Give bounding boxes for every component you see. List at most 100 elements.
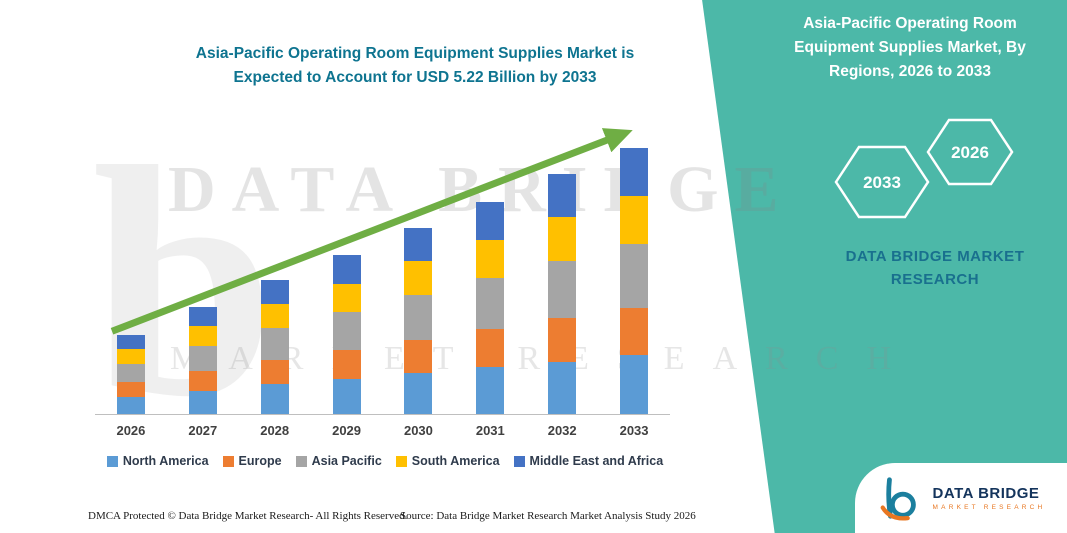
bar-segment [404,294,433,340]
bar-segment [548,174,577,218]
bar-segment [116,363,145,383]
databridge-logo-card: DATA BRIDGE MARKET RESEARCH [855,463,1067,533]
stacked-bar-2029 [332,255,361,414]
bar-segment [548,217,577,261]
databridge-logo-icon [880,477,916,521]
bar-segment [476,201,505,240]
legend-label: South America [411,454,500,468]
bar-segment [260,384,289,414]
hexagon-2033-outline [834,145,930,219]
bar-slot [454,120,526,414]
bar-slot [239,120,311,414]
bar-segment [548,260,577,319]
bar-segment [188,390,217,414]
bar-segment [476,328,505,368]
stacked-bar-2028 [260,280,289,414]
stacked-bar-2026 [116,334,145,414]
bar-segment [332,378,361,414]
bar-segment [620,355,649,414]
bar-slot [95,120,167,414]
side-panel-brand-text: DATA BRIDGE MARKET RESEARCH [845,248,1025,288]
bar-segment [116,334,145,350]
bar-slot [311,120,383,414]
bar-segment [404,261,433,295]
bar-segment [260,280,289,305]
x-axis-labels: 2026 2027 2028 2029 2030 2031 2032 2033 [95,423,670,438]
legend-item: Europe [222,454,282,468]
legend-swatch-icon [106,455,118,467]
x-axis-label: 2032 [547,423,577,438]
x-axis-label: 2026 [116,423,146,438]
x-axis-label: 2029 [332,423,362,438]
bar-slot [598,120,670,414]
bar-segment [404,227,433,262]
bar-segment [260,360,289,385]
legend-swatch-icon [295,455,307,467]
x-axis-label: 2030 [403,423,433,438]
stacked-bar-2027 [188,306,217,414]
legend-label: Asia Pacific [311,454,382,468]
bar-segment [620,307,649,356]
legend-item: Middle East and Africa [513,454,664,468]
bar-segment [332,350,361,379]
bar-segment [620,243,649,308]
hexagon-2026-outline [926,118,1014,186]
bar-segment [332,255,361,284]
x-axis-label: 2028 [260,423,290,438]
bars-row [95,120,670,414]
bar-segment [260,304,289,329]
bar-segment [548,318,577,362]
chart-title: Asia-Pacific Operating Room Equipment Su… [120,42,710,90]
chart-legend: North America Europe Asia Pacific South Ame… [75,454,695,468]
chart-title-line2: Expected to Account for USD 5.22 Billion… [233,69,597,87]
bar-slot [167,120,239,414]
footer-source-text: Source: Data Bridge Market Research Mark… [400,510,696,522]
bar-segment [620,148,649,196]
bar-segment [188,306,217,327]
footer-dmca-text: DMCA Protected © Data Bridge Market Rese… [88,510,408,522]
x-axis-label: 2027 [188,423,218,438]
bar-segment [404,373,433,414]
bar-segment [548,361,577,414]
x-axis-label: 2033 [619,423,649,438]
hexagon-2033-label: 2033 [863,173,901,192]
stacked-bar-2033 [620,148,649,414]
bar-segment [404,339,433,374]
bar-segment [116,382,145,397]
hexagon-2026-label: 2026 [951,143,989,162]
stacked-bar-2031 [476,201,505,414]
logo-subtitle: MARKET RESEARCH [932,504,1046,511]
legend-item: Asia Pacific [295,454,382,468]
logo-name: DATA BRIDGE [932,485,1040,502]
legend-item: North America [106,454,209,468]
bar-segment [116,349,145,364]
legend-label: North America [122,454,209,468]
legend-swatch-icon [395,455,407,467]
bar-segment [332,312,361,351]
bar-slot [383,120,455,414]
bar-segment [476,367,505,414]
stacked-bar-2032 [548,174,577,414]
legend-label: Middle East and Africa [529,454,664,468]
side-panel-title: Asia-Pacific Operating Room Equipment Su… [794,15,1026,81]
bar-segment [188,371,217,391]
year-hexagons: 2033 2026 [834,118,1014,219]
bar-segment [188,326,217,346]
bar-segment [332,283,361,313]
x-axis-label: 2031 [475,423,505,438]
legend-swatch-icon [513,455,525,467]
bar-segment [620,195,649,244]
bar-segment [188,345,217,372]
plot-area [95,120,670,415]
stacked-bar-2030 [404,227,433,414]
bar-segment [116,396,145,414]
bar-segment [476,277,505,329]
chart-title-line1: Asia-Pacific Operating Room Equipment Su… [195,45,635,62]
bar-segment [476,239,505,278]
bar-slot [526,120,598,414]
legend-swatch-icon [222,455,234,467]
bar-segment [260,328,289,361]
logo-text: DATA BRIDGE MARKET RESEARCH [933,485,1046,511]
